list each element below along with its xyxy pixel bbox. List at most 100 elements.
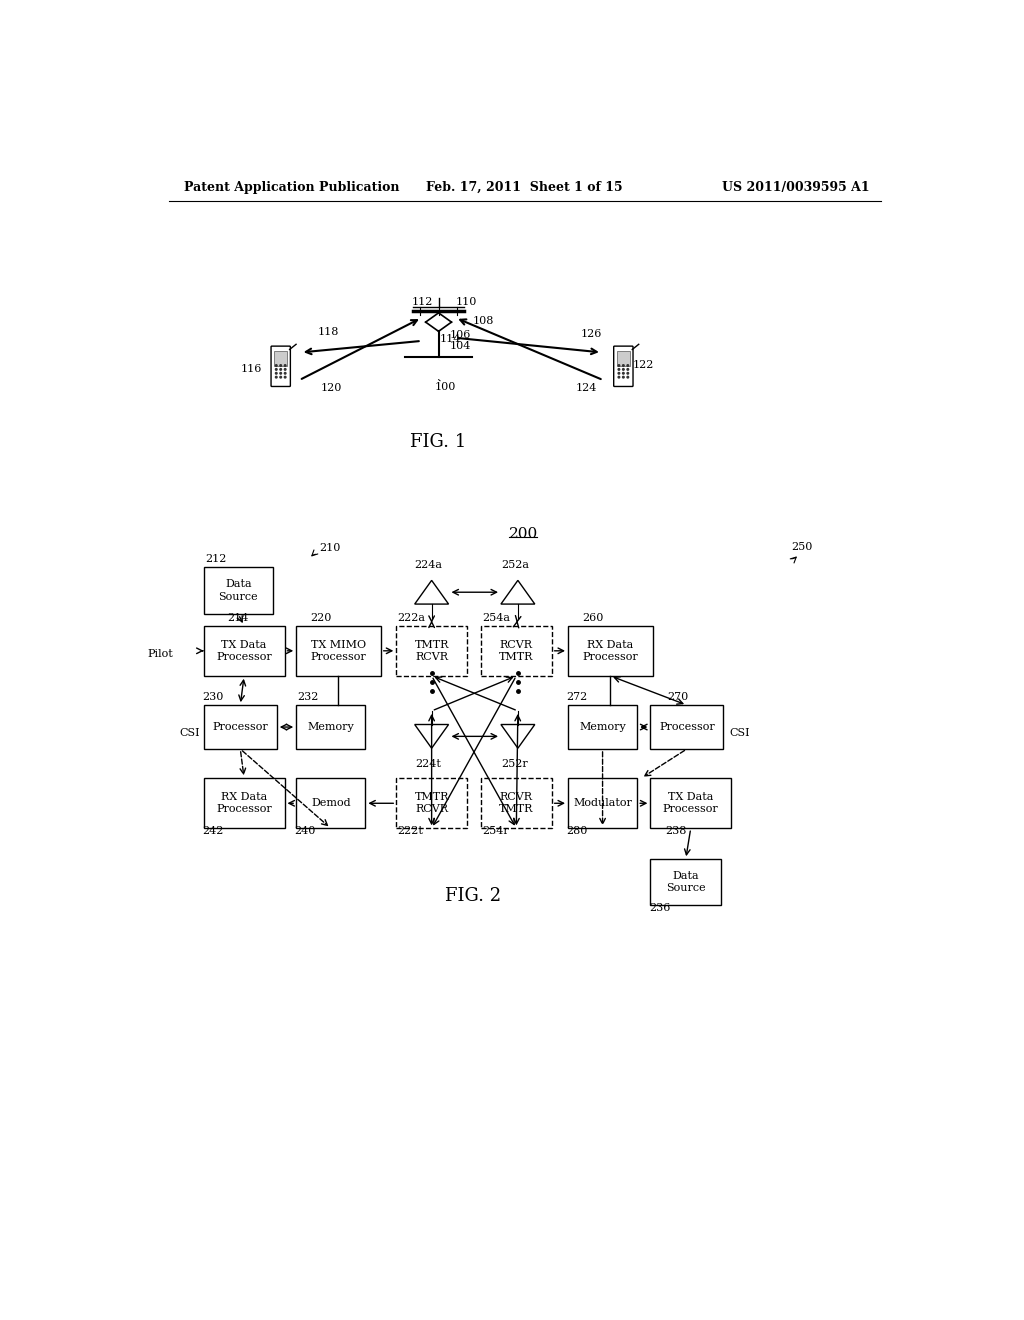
Text: 114: 114	[440, 334, 462, 345]
Text: 240: 240	[295, 826, 316, 837]
Text: Processor: Processor	[659, 722, 715, 733]
Text: 214: 214	[226, 614, 248, 623]
Text: Processor: Processor	[212, 722, 268, 733]
Text: 252r: 252r	[502, 759, 528, 770]
Text: 232: 232	[298, 693, 319, 702]
Text: Data
Source: Data Source	[218, 579, 258, 602]
Circle shape	[275, 372, 278, 374]
Text: 236: 236	[649, 903, 670, 913]
Text: 230: 230	[202, 693, 223, 702]
Bar	[650, 705, 724, 748]
Text: TX Data
Processor: TX Data Processor	[216, 640, 272, 663]
Circle shape	[623, 368, 625, 370]
FancyBboxPatch shape	[613, 346, 633, 387]
Bar	[396, 626, 467, 676]
Circle shape	[280, 368, 282, 370]
Text: TX Data
Processor: TX Data Processor	[663, 792, 719, 814]
Text: 242: 242	[202, 826, 223, 837]
Circle shape	[275, 376, 278, 378]
Text: 106: 106	[450, 330, 471, 339]
Text: 116: 116	[241, 364, 262, 375]
Bar	[481, 626, 552, 676]
Text: FIG. 1: FIG. 1	[411, 433, 467, 450]
Circle shape	[627, 368, 629, 370]
Circle shape	[618, 364, 620, 367]
Bar	[296, 705, 366, 748]
Bar	[396, 779, 467, 829]
Circle shape	[280, 372, 282, 374]
Text: RCVR
TMTR: RCVR TMTR	[499, 640, 534, 663]
Bar	[296, 626, 381, 676]
Text: Feb. 17, 2011  Sheet 1 of 15: Feb. 17, 2011 Sheet 1 of 15	[426, 181, 624, 194]
Text: 238: 238	[666, 826, 687, 837]
Text: 118: 118	[317, 327, 339, 338]
Bar	[481, 779, 552, 829]
Circle shape	[623, 372, 625, 374]
Text: TMTR
RCVR: TMTR RCVR	[415, 640, 449, 663]
Circle shape	[618, 372, 620, 374]
Text: Pilot: Pilot	[147, 649, 173, 659]
Text: 200: 200	[509, 527, 538, 541]
Bar	[568, 779, 637, 829]
Text: 224a: 224a	[415, 560, 442, 570]
Text: 270: 270	[668, 693, 688, 702]
Text: 222t: 222t	[397, 826, 424, 837]
Circle shape	[618, 376, 620, 378]
Text: 220: 220	[310, 614, 332, 623]
Text: 254r: 254r	[482, 826, 509, 837]
Circle shape	[275, 364, 278, 367]
Circle shape	[275, 368, 278, 370]
Circle shape	[627, 372, 629, 374]
Text: RX Data
Processor: RX Data Processor	[216, 792, 272, 814]
Circle shape	[285, 372, 286, 374]
Text: 108: 108	[472, 315, 494, 326]
Bar	[650, 859, 721, 906]
Circle shape	[285, 368, 286, 370]
Bar	[274, 351, 288, 366]
Text: 104: 104	[450, 341, 471, 351]
Text: Memory: Memory	[580, 722, 626, 733]
Text: 272: 272	[566, 693, 588, 702]
Text: Data
Source: Data Source	[666, 871, 706, 894]
Text: Demod: Demod	[311, 799, 350, 808]
Text: RCVR
TMTR: RCVR TMTR	[499, 792, 534, 814]
Bar	[204, 566, 273, 614]
Circle shape	[623, 364, 625, 367]
Text: 250: 250	[792, 541, 813, 552]
Text: TMTR
RCVR: TMTR RCVR	[415, 792, 449, 814]
Text: 120: 120	[321, 383, 342, 393]
Text: 122: 122	[633, 360, 654, 370]
Text: 252a: 252a	[501, 560, 528, 570]
Circle shape	[280, 376, 282, 378]
Bar	[204, 705, 276, 748]
Text: 224t: 224t	[416, 759, 441, 770]
Text: 112: 112	[412, 297, 433, 308]
Text: RX Data
Processor: RX Data Processor	[583, 640, 638, 663]
Bar	[568, 626, 652, 676]
Circle shape	[618, 368, 620, 370]
Text: FIG. 2: FIG. 2	[445, 887, 502, 906]
Text: CSI: CSI	[730, 729, 751, 738]
Text: Modulator: Modulator	[573, 799, 632, 808]
Text: 124: 124	[575, 383, 597, 393]
Bar	[296, 779, 366, 829]
Circle shape	[627, 376, 629, 378]
Text: 210: 210	[319, 543, 341, 553]
Text: 280: 280	[566, 826, 588, 837]
Text: TX MIMO
Processor: TX MIMO Processor	[310, 640, 367, 663]
Text: 254a: 254a	[482, 614, 510, 623]
Bar	[650, 779, 731, 829]
Bar	[568, 705, 637, 748]
FancyBboxPatch shape	[271, 346, 291, 387]
Text: CSI: CSI	[179, 729, 200, 738]
Circle shape	[623, 376, 625, 378]
Text: US 2011/0039595 A1: US 2011/0039595 A1	[722, 181, 869, 194]
Text: 212: 212	[205, 554, 226, 564]
Text: 260: 260	[582, 614, 603, 623]
Bar	[204, 779, 285, 829]
Circle shape	[285, 364, 286, 367]
Circle shape	[627, 364, 629, 367]
Circle shape	[285, 376, 286, 378]
Text: 126: 126	[581, 329, 602, 339]
Circle shape	[280, 364, 282, 367]
